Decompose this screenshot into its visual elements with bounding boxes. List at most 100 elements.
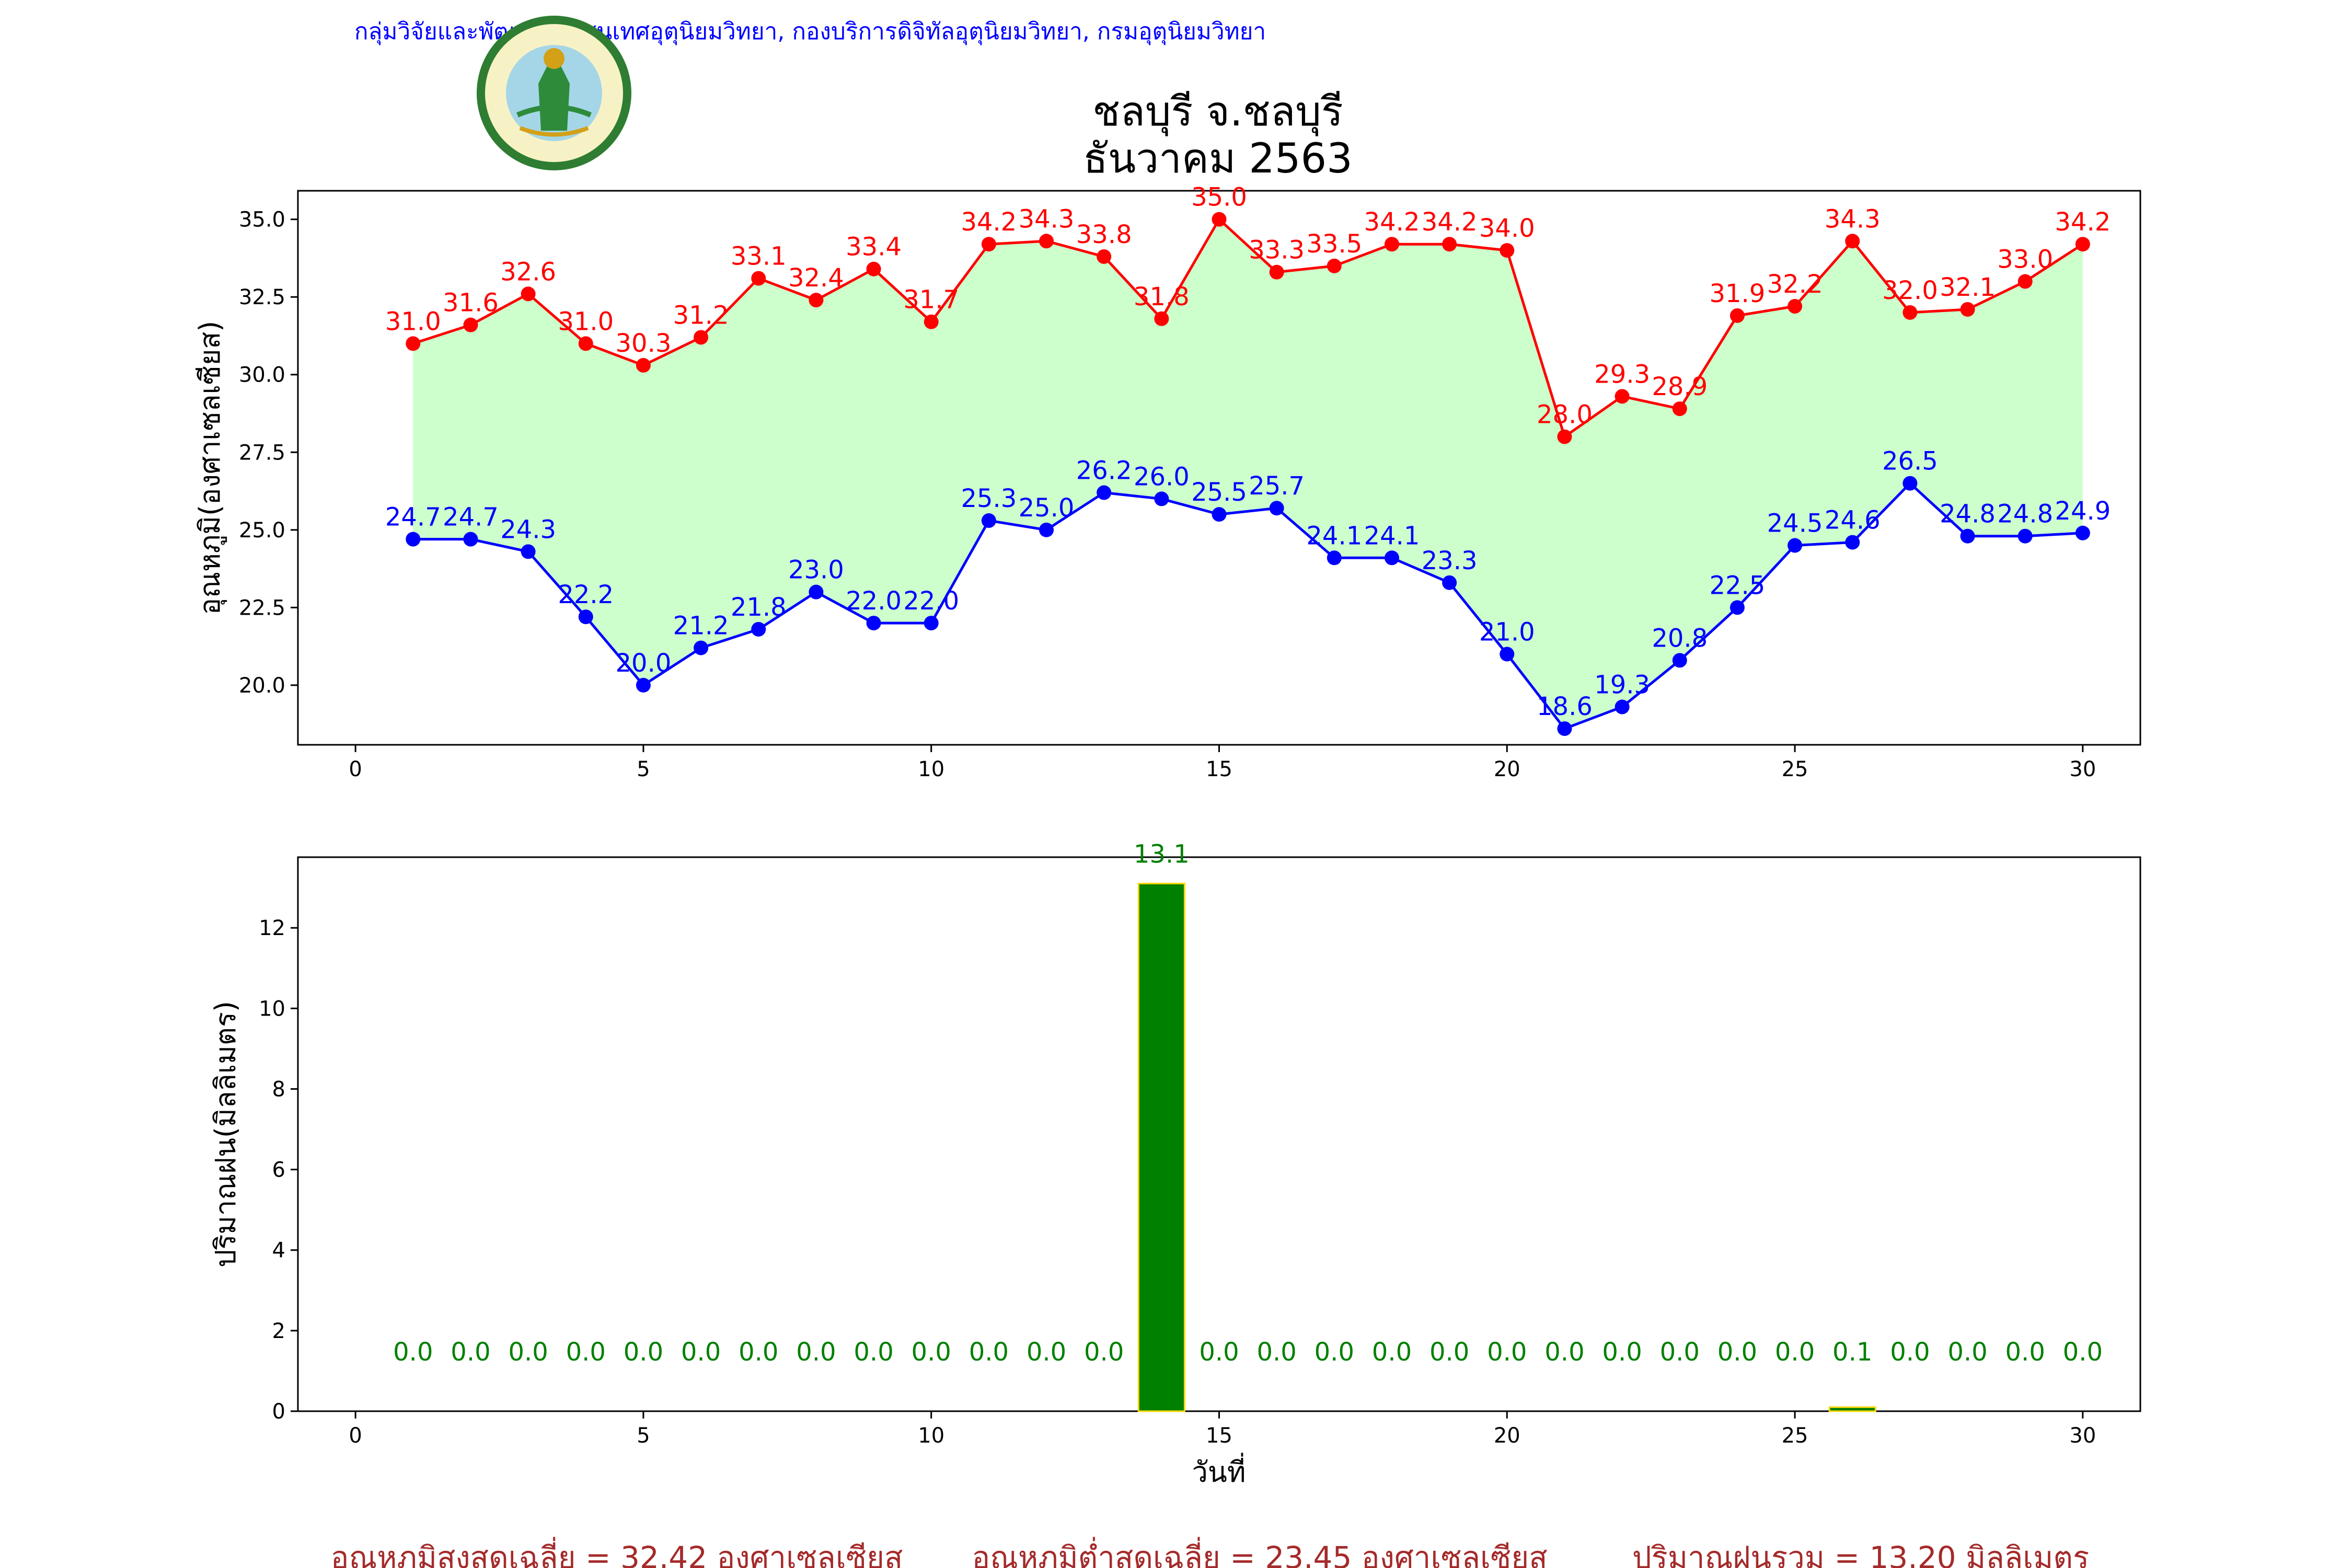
rainfall-plot-frame <box>297 856 2141 1412</box>
tmd-logo <box>477 16 631 170</box>
max-temperature-label: 29.3 <box>1594 360 1650 389</box>
max-temperature-point <box>1384 237 1399 252</box>
min-temperature-label: 22.0 <box>846 586 902 616</box>
min-temperature-point <box>1327 550 1342 566</box>
max-temperature-label: 34.2 <box>961 207 1017 237</box>
rainfall-label: 0.0 <box>1602 1338 1642 1367</box>
max-temperature-point <box>2017 274 2033 289</box>
min-temperature-point <box>694 640 709 655</box>
min-temperature-point <box>2075 525 2090 540</box>
temperature-y-axis-label: อุณหภูมิ(องศาเซลเซียส) <box>193 321 227 615</box>
rainfall-label: 0.0 <box>1429 1338 1469 1367</box>
min-temperature-label: 24.8 <box>1940 500 1996 529</box>
rainfall-y-tick-label: 2 <box>272 1319 285 1343</box>
min-temperature-point <box>751 621 766 637</box>
min-temperature-label: 24.7 <box>385 503 441 532</box>
min-temperature-label: 24.7 <box>443 503 499 532</box>
max-temperature-point <box>694 330 709 345</box>
min-temperature-point <box>1960 528 1975 544</box>
max-temperature-point <box>1615 389 1630 404</box>
max-temperature-point <box>1097 249 1112 264</box>
rainfall-x-tick-label: 25 <box>1782 1424 1808 1448</box>
rainfall-bar <box>1828 1406 1876 1412</box>
rainfall-label: 0.0 <box>451 1338 490 1367</box>
min-temperature-point <box>1442 575 1457 590</box>
min-temperature-line <box>413 481 2083 731</box>
temperature-x-tick-label: 15 <box>1206 757 1232 781</box>
chart-title-month: ธันวาคม 2563 <box>1083 135 1352 182</box>
min-temperature-label: 25.7 <box>1249 471 1305 501</box>
max-temperature-label: 34.2 <box>2055 207 2111 237</box>
max-temperature-point <box>1442 237 1457 252</box>
temperature-y-tick-label: 22.5 <box>239 596 285 620</box>
max-temperature-label: 33.3 <box>1249 236 1305 265</box>
rainfall-label: 0.0 <box>681 1338 721 1367</box>
rainfall-chart: ปริมาณฝน(มิลลิเมตร) วันที่ 0.0 0.0 0.0 0.0 0… <box>209 839 2141 1489</box>
min-temperature-point <box>1903 476 1918 491</box>
max-temperature-point <box>636 358 651 373</box>
min-temperature-point <box>2017 528 2033 544</box>
max-temperature-point <box>1327 258 1342 273</box>
min-temperature-point <box>924 616 939 631</box>
temperature-x-tick-label: 10 <box>918 757 944 781</box>
temperature-x-tick-label: 25 <box>1782 757 1808 781</box>
rainfall-label: 0.0 <box>1544 1338 1584 1367</box>
max-temperature-label: 33.8 <box>1076 220 1132 249</box>
max-temperature-label: 34.2 <box>1422 207 1478 237</box>
rainfall-y-tick-label: 0 <box>272 1400 285 1424</box>
rainfall-label: 0.0 <box>566 1338 606 1367</box>
chart-title-station: ชลบุรี จ.ชลบุรี <box>1092 88 1343 136</box>
min-temperature-point <box>981 513 996 528</box>
max-temperature-label: 31.6 <box>443 289 499 318</box>
min-temperature-label: 25.0 <box>1019 493 1075 523</box>
max-temperature-point <box>866 261 881 276</box>
min-temperature-point <box>1039 522 1054 537</box>
rainfall-label: 0.0 <box>2063 1338 2103 1367</box>
max-temperature-point <box>1212 212 1227 227</box>
min-temperature-label: 21.2 <box>673 612 729 641</box>
min-temperature-point <box>521 544 536 559</box>
min-temperature-label: 18.6 <box>1537 692 1593 721</box>
min-temperature-label: 22.2 <box>558 580 614 609</box>
max-temperature-point <box>1039 234 1054 249</box>
min-temperature-point <box>1615 699 1630 714</box>
min-temperature-label: 25.3 <box>961 484 1017 513</box>
rainfall-label: 0.0 <box>1027 1338 1066 1367</box>
max-temperature-label: 35.0 <box>1191 183 1247 212</box>
max-temperature-point <box>1557 429 1572 444</box>
rainfall-label: 0.0 <box>1256 1338 1296 1367</box>
temperature-y-tick-label: 27.5 <box>239 441 285 465</box>
rainfall-x-tick-label: 10 <box>918 1424 944 1448</box>
max-temperature-point <box>578 336 593 351</box>
rainfall-label: 0.0 <box>1660 1338 1700 1367</box>
summary-avg-min: อุณหภูมิต่ำสุดเฉลี่ย = 23.45 องศาเซลเซีย… <box>972 1537 1547 1568</box>
min-temperature-point <box>406 532 421 547</box>
rainfall-x-tick-label: 20 <box>1494 1424 1520 1448</box>
max-temperature-label: 31.9 <box>1709 279 1765 308</box>
max-temperature-label: 28.0 <box>1537 400 1593 430</box>
rainfall-label: 0.0 <box>1890 1338 1930 1367</box>
max-temperature-point <box>1960 302 1975 317</box>
rainfall-label: 0.0 <box>1084 1338 1124 1367</box>
max-temperature-point <box>1154 311 1169 326</box>
temperature-y-tick-label: 32.5 <box>239 285 285 309</box>
max-temperature-label: 32.2 <box>1767 270 1823 299</box>
min-temperature-label: 21.0 <box>1479 618 1535 647</box>
rainfall-x-tick-label: 30 <box>2069 1424 2096 1448</box>
max-temperature-label: 33.5 <box>1306 229 1362 259</box>
min-temperature-point <box>1557 721 1572 736</box>
temperature-x-tick-label: 30 <box>2069 757 2096 781</box>
rainfall-label: 0.0 <box>1775 1338 1815 1367</box>
min-temperature-point <box>1097 485 1112 500</box>
max-temperature-label: 31.7 <box>903 285 959 315</box>
min-temperature-label: 22.5 <box>1709 571 1765 600</box>
max-temperature-point <box>463 317 478 332</box>
max-temperature-label: 31.8 <box>1134 282 1190 312</box>
rainfall-label: 0.0 <box>508 1338 548 1367</box>
max-temperature-label: 34.0 <box>1479 214 1535 243</box>
rainfall-y-tick-label: 12 <box>259 916 285 940</box>
max-temperature-label: 30.3 <box>616 329 672 358</box>
min-temperature-point <box>1788 538 1803 553</box>
rainfall-y-tick-label: 4 <box>272 1239 285 1263</box>
min-temperature-point <box>1212 507 1227 522</box>
